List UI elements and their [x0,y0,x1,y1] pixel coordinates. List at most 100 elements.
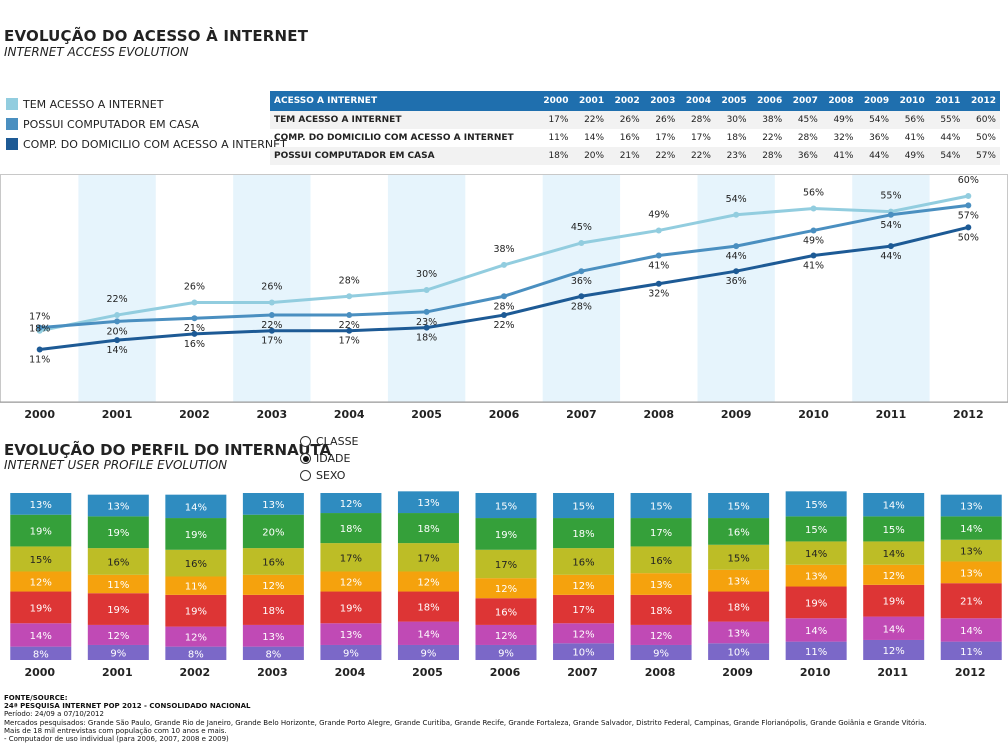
bar-segment [630,594,692,625]
table-cell: 28% [762,151,783,161]
table-cell: 60% [975,115,996,125]
radio-circle[interactable] [300,470,311,481]
bar-segment [242,548,304,575]
bar-segment [475,624,537,645]
legend-swatch [6,118,18,130]
data-label: 45% [571,222,592,233]
segment-label: 8% [33,649,49,660]
table-header-label: ACESSO A INTERNET [270,91,537,111]
data-label: 18% [416,333,437,344]
bar-segment [397,621,459,645]
table-cell: 26% [619,115,640,125]
segment-label: 15% [805,500,827,511]
segment-label: 13% [727,577,749,588]
table-cell: 23% [726,151,747,161]
data-point [346,327,353,334]
table-cell: 30% [726,115,747,125]
table-cell: 18% [726,133,747,143]
segment-label: 8% [265,649,281,660]
segment-label: 12% [495,584,517,595]
data-point [268,312,275,319]
table-cell: 11% [548,133,569,143]
bar-segment [242,514,304,549]
data-point [191,315,198,322]
table-year: 2006 [750,91,787,111]
bar-segment [475,598,537,625]
data-label: 49% [648,209,669,220]
segment-label: 16% [185,559,207,570]
bar-segment [397,571,459,592]
radio-classe[interactable]: CLASSE [300,433,359,450]
x-tick-label: 2009 [722,666,753,679]
table-cell: 56% [904,115,925,125]
bar-segment [87,516,149,549]
bar-segment [708,621,770,644]
segment-label: 16% [727,527,749,538]
table-cell: 17% [690,133,711,143]
bar-segment [940,494,1002,517]
segment-label: 19% [30,603,52,614]
data-label: 18% [29,324,50,335]
x-tick-label: 2004 [334,408,365,421]
legend-label: COMP. DO DOMICILIO COM ACESSO A INTERNET [23,137,287,151]
segment-label: 12% [495,631,517,642]
data-point [733,243,740,250]
data-point [887,211,894,218]
data-point [578,268,585,275]
radio-label: CLASSE [316,435,359,448]
radio-circle[interactable] [300,436,311,447]
bar-segment [630,624,692,645]
data-label: 11% [29,355,50,366]
data-label: 22% [339,320,360,331]
data-label: 41% [803,261,824,272]
segment-label: 16% [572,557,594,568]
segment-label: 14% [960,626,982,637]
x-tick-label: 2011 [877,666,908,679]
bar-segment [630,573,692,595]
x-tick-label: 2006 [490,666,521,679]
data-label: 60% [958,175,979,186]
bar-segment [553,548,615,575]
table-cell: 26% [655,115,676,125]
segment-label: 11% [960,647,982,658]
x-tick-label: 2007 [567,666,598,679]
segment-label: 18% [572,529,594,540]
legend-label: POSSUI COMPUTADOR EM CASA [23,117,200,131]
x-tick-label: 2001 [102,666,133,679]
bar-segment [475,518,537,550]
bar-segment [397,591,459,622]
x-tick-label: 2010 [800,666,831,679]
data-point [191,330,198,337]
radio-idade[interactable]: IDADE [300,450,359,467]
bar-segment [165,518,227,550]
data-point [346,293,353,300]
data-point [733,268,740,275]
segment-label: 15% [883,525,905,536]
segment-label: 10% [572,648,594,659]
bar-segment [165,646,227,660]
bar-segment [165,594,227,627]
radio-sexo[interactable]: SEXO [300,467,359,484]
bar-segment [242,493,304,515]
radio-circle-selected[interactable] [300,453,311,464]
bar-segment [475,578,537,599]
bar-segment [87,574,149,594]
footer-line: 24ª PESQUISA INTERNET POP 2012 - CONSOLI… [4,702,251,711]
segment-label: 17% [340,553,362,564]
segment-label: 13% [650,580,672,591]
x-tick-label: 2002 [180,666,211,679]
profile-filter-radios: CLASSE IDADE SEXO [300,433,359,484]
segment-label: 19% [340,603,362,614]
data-point [655,280,662,287]
data-point [578,239,585,246]
table-cell: 36% [797,151,818,161]
data-label: 38% [493,244,514,255]
data-point [810,227,817,234]
bar-segment [708,643,770,660]
table-year: 2000 [536,91,573,111]
profile-subtitle: INTERNET USER PROFILE EVOLUTION [4,458,228,472]
data-label: 22% [261,320,282,331]
segment-label: 14% [883,501,905,512]
page-title: EVOLUÇÃO DO ACESSO À INTERNET [4,27,309,45]
data-point [733,211,740,218]
